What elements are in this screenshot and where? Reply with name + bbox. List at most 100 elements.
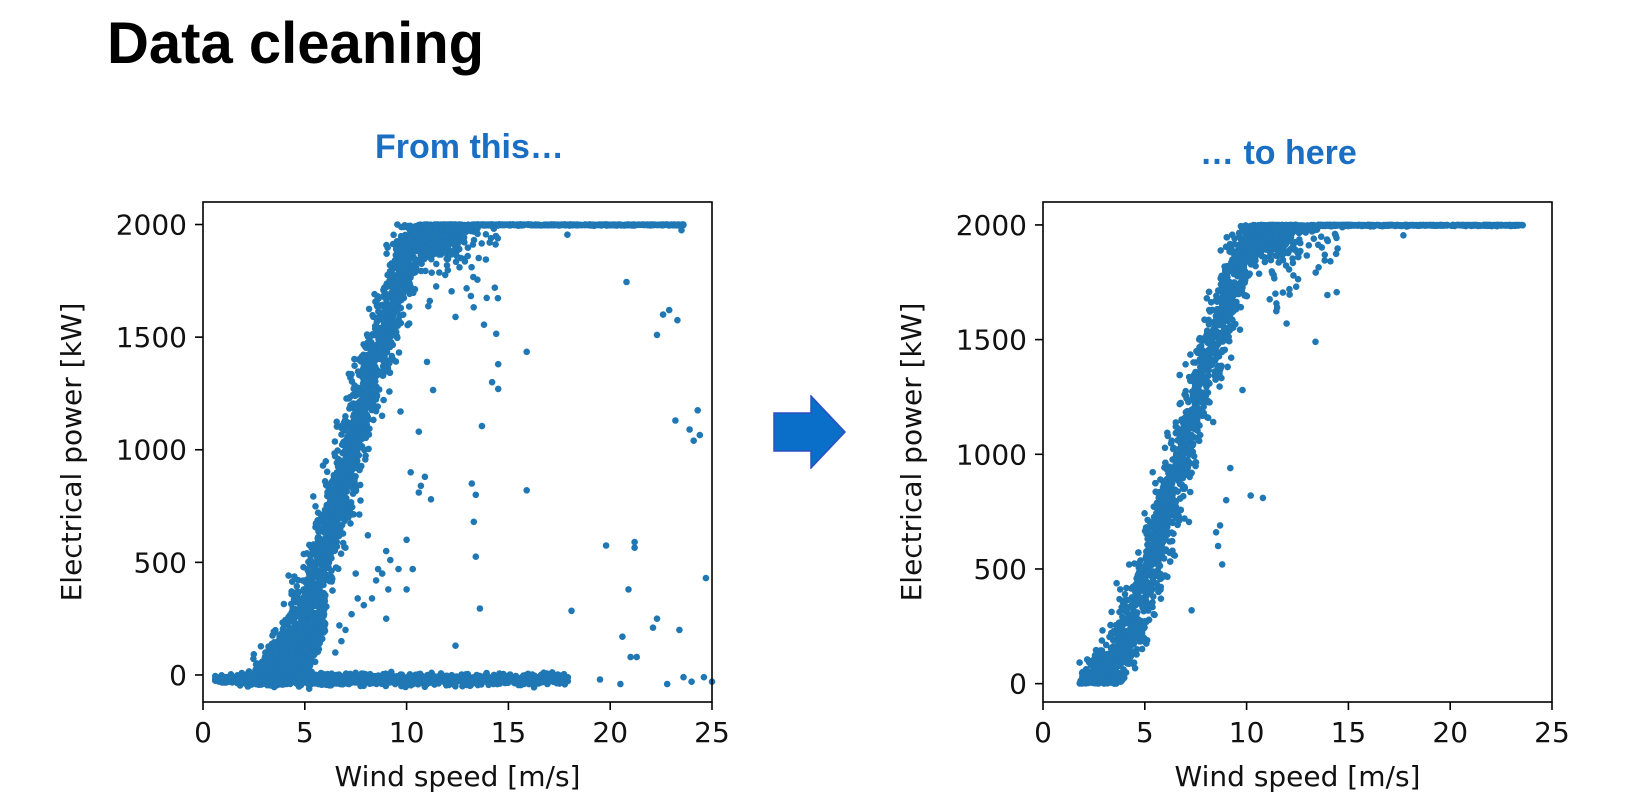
band-point	[351, 355, 358, 363]
band-point	[315, 520, 323, 527]
band-point	[322, 481, 330, 489]
plateau-point	[475, 254, 483, 262]
plateau-point	[463, 285, 470, 292]
band-point	[337, 550, 345, 557]
band-point	[363, 331, 371, 338]
band-point	[356, 481, 364, 489]
band-point	[360, 371, 368, 378]
band-point	[260, 660, 268, 667]
plateau-point	[486, 239, 494, 246]
band-point	[290, 617, 297, 625]
band-point	[384, 244, 391, 251]
band-point	[306, 541, 313, 549]
band-point	[338, 521, 346, 529]
band-point	[384, 364, 392, 372]
band-point	[329, 587, 336, 594]
plateau-point	[448, 288, 455, 295]
plateau-point	[665, 222, 673, 229]
plateau-point	[630, 221, 638, 229]
band-point	[378, 412, 386, 420]
band-point	[316, 537, 324, 545]
plateau-point	[467, 292, 475, 300]
plateau-point	[470, 236, 478, 244]
band-point	[380, 396, 387, 404]
curtailed-point	[554, 673, 562, 681]
band-point	[347, 520, 354, 527]
band-point	[386, 388, 393, 395]
band-point	[347, 433, 354, 441]
band-point	[371, 322, 379, 330]
curtailed-point	[500, 672, 508, 679]
band-point	[369, 345, 377, 353]
curtailed-point	[415, 677, 422, 685]
plateau-point	[465, 223, 473, 230]
band-point	[321, 543, 329, 551]
band-point	[321, 511, 329, 519]
band-point	[352, 404, 360, 411]
band-point	[339, 439, 347, 447]
band-point	[323, 468, 331, 476]
plateau-point	[441, 271, 449, 279]
slide-title: Data cleaning	[107, 11, 485, 76]
band-point	[389, 262, 397, 270]
band-point	[299, 603, 307, 611]
plateau-point	[527, 221, 535, 228]
band-point	[315, 528, 322, 535]
band-point	[293, 583, 301, 590]
plateau-point	[588, 221, 595, 229]
band-point	[415, 224, 423, 231]
band-point	[365, 431, 373, 438]
band-point	[390, 311, 398, 318]
plateau-point	[426, 297, 434, 305]
band-point	[345, 461, 353, 469]
plateau-point	[453, 244, 461, 251]
band-point	[361, 446, 368, 454]
band-point	[428, 269, 436, 277]
band-point	[339, 503, 347, 511]
band-point	[314, 581, 321, 588]
band-point	[383, 250, 390, 257]
plateau-point	[560, 221, 568, 228]
band-point	[365, 305, 373, 313]
curtailed-point	[332, 673, 340, 681]
band-point	[339, 470, 347, 478]
band-point	[387, 341, 395, 349]
curtailed-point	[423, 673, 430, 680]
band-point	[280, 621, 288, 629]
band-point	[346, 393, 354, 401]
band-point	[393, 282, 400, 289]
right-chart-caption: … to here	[1200, 134, 1357, 172]
band-point	[327, 491, 334, 498]
curtailed-point	[485, 673, 493, 681]
band-point	[317, 572, 325, 579]
band-point	[310, 591, 318, 598]
band-point	[331, 438, 339, 445]
band-point	[398, 255, 406, 262]
plateau-point	[568, 221, 576, 228]
band-point	[331, 540, 338, 547]
band-point	[270, 639, 278, 646]
band-point	[362, 402, 369, 410]
band-point	[400, 264, 408, 272]
band-point	[388, 301, 396, 309]
band-point	[407, 235, 415, 243]
plateau-point	[494, 294, 502, 302]
plateau-point	[435, 231, 443, 239]
plateau-point	[474, 230, 481, 238]
band-point	[362, 452, 369, 460]
band-point	[422, 267, 429, 275]
band-point	[252, 661, 260, 668]
band-point	[333, 418, 341, 426]
band-point	[250, 651, 258, 658]
plateau-point	[492, 241, 499, 248]
band-point	[364, 339, 372, 346]
band-point	[387, 275, 395, 282]
curtailed-point	[360, 678, 368, 686]
band-point	[356, 511, 363, 518]
band-point	[389, 288, 397, 296]
band-point	[348, 370, 355, 378]
plateau-point	[470, 273, 477, 281]
band-point	[377, 344, 385, 352]
plateau-point	[544, 221, 551, 229]
band-point	[310, 493, 317, 500]
